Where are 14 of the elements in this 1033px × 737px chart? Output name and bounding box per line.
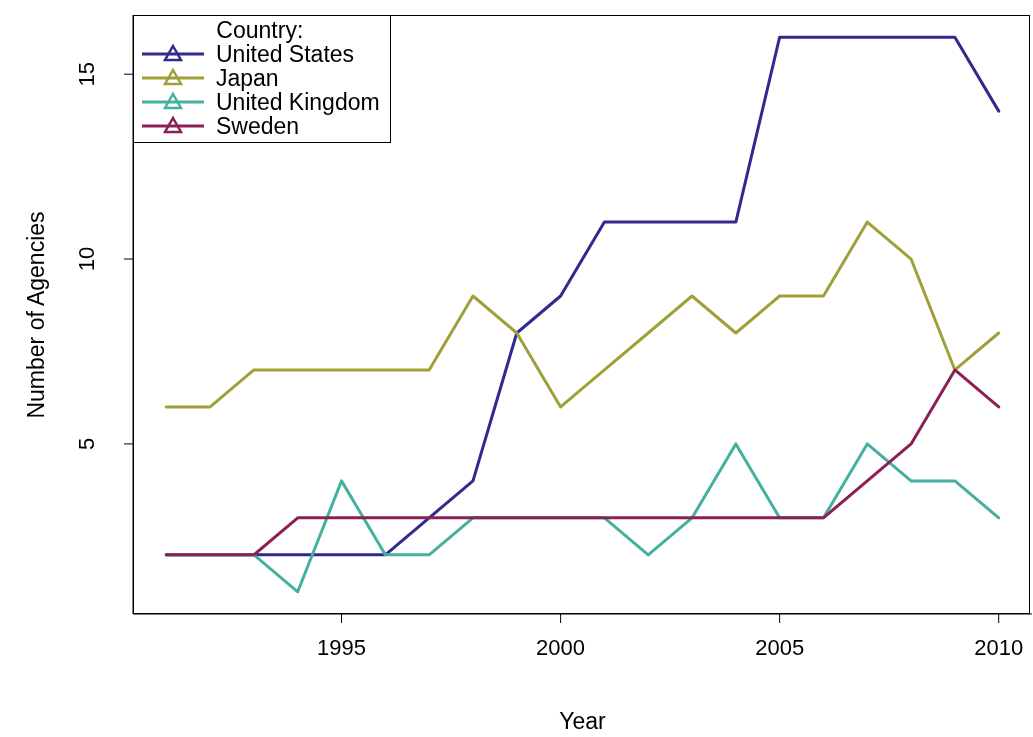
line-series xyxy=(164,368,1001,557)
line-series xyxy=(164,220,1001,409)
x-tick-label: 1995 xyxy=(317,634,367,660)
legend-label: Sweden xyxy=(216,113,300,139)
x-tick-label: 2010 xyxy=(974,634,1024,660)
y-tick-label: 10 xyxy=(74,246,99,272)
legend-label: Japan xyxy=(216,65,279,91)
x-axis-title: Year xyxy=(559,708,606,735)
y-tick-label: 15 xyxy=(74,61,99,87)
y-tick-label: 5 xyxy=(74,437,99,451)
y-axis-title: Number of Agencies xyxy=(22,210,50,419)
legend-title: Country: xyxy=(215,17,305,43)
x-tick-label: 2000 xyxy=(536,634,586,660)
x-tick-label: 2005 xyxy=(755,634,805,660)
